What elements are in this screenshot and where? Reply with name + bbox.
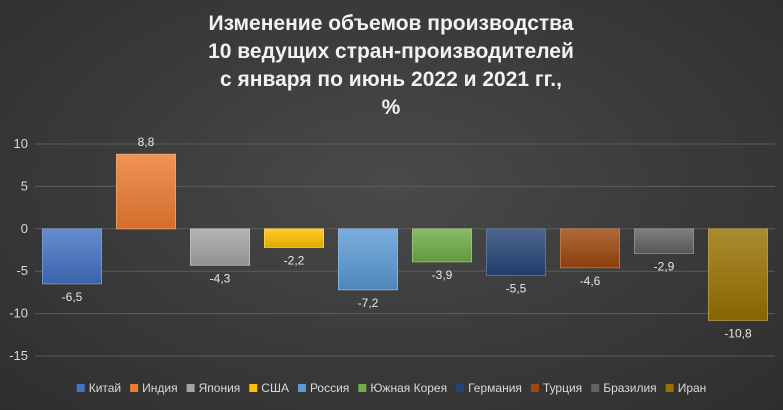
data-label-1: -6,5 bbox=[62, 290, 83, 304]
legend-label: Индия bbox=[142, 381, 177, 395]
y-tick-label: 5 bbox=[21, 178, 28, 193]
bars bbox=[42, 153, 769, 321]
data-label-6: -3,9 bbox=[432, 268, 453, 282]
data-label-5: -7,2 bbox=[358, 296, 379, 310]
bar-10 bbox=[708, 228, 769, 321]
legend-label: Бразилия bbox=[603, 381, 657, 395]
bar-3 bbox=[189, 228, 250, 266]
data-label-4: -2,2 bbox=[284, 253, 305, 267]
data-labels: -6,5 8,8 -4,3 -2,2 -7,2 -3,9 -5,5 -4,6 -2,9 -10,8 bbox=[62, 135, 752, 340]
legend-item-10: Иран bbox=[665, 381, 707, 395]
legend-swatch bbox=[358, 384, 367, 392]
y-axis: 10 5 0 -5 -10 -15 bbox=[9, 136, 28, 363]
legend-swatch bbox=[249, 384, 258, 392]
legend-label: Иран bbox=[678, 381, 707, 395]
legend-swatch bbox=[76, 384, 85, 392]
chart-title: Изменение объемов производства 10 ведущих… bbox=[208, 12, 574, 119]
legend-item-7: Германия bbox=[456, 381, 522, 395]
bar-9 bbox=[634, 228, 695, 254]
bar-2 bbox=[116, 153, 177, 230]
legend-swatch bbox=[456, 384, 465, 392]
legend-item-3: Япония bbox=[186, 381, 241, 395]
y-tick-label: 0 bbox=[21, 221, 28, 236]
legend-item-1: Китай bbox=[76, 381, 121, 395]
bar-7 bbox=[485, 228, 546, 276]
chart-title-line-3: с января по июнь 2022 и 2021 гг., bbox=[220, 68, 562, 91]
bar-6 bbox=[411, 228, 472, 263]
chart-title-line-1: Изменение объемов производства bbox=[209, 12, 574, 35]
y-tick-label: -5 bbox=[16, 263, 28, 278]
legend-label: США bbox=[261, 381, 289, 395]
bar-4 bbox=[263, 228, 324, 248]
chart-title-line-4: % bbox=[382, 96, 401, 119]
legend-item-4: США bbox=[249, 381, 289, 395]
y-tick-label: 10 bbox=[14, 136, 28, 151]
legend-swatch bbox=[297, 384, 306, 392]
bar-8 bbox=[560, 228, 621, 269]
y-tick-label: -10 bbox=[9, 306, 28, 321]
y-tick-label: -15 bbox=[9, 348, 28, 363]
legend-item-9: Бразилия bbox=[591, 381, 657, 395]
data-label-10: -10,8 bbox=[724, 326, 752, 340]
legend-label: Япония bbox=[199, 381, 241, 395]
legend-label: Южная Корея bbox=[370, 381, 447, 395]
legend-swatch bbox=[130, 384, 139, 392]
data-label-8: -4,6 bbox=[580, 274, 601, 288]
legend-label: Китай bbox=[89, 381, 121, 395]
legend-label: Россия bbox=[310, 381, 349, 395]
legend-item-2: Индия bbox=[130, 381, 178, 395]
legend-label: Турция bbox=[543, 381, 582, 395]
chart-title-line-2: 10 ведущих стран-производителей bbox=[208, 40, 574, 63]
legend: Китай Индия Япония США Россия Южная Корея Герм… bbox=[76, 381, 707, 395]
legend-swatch bbox=[665, 384, 674, 392]
data-label-3: -4,3 bbox=[210, 271, 231, 285]
legend-item-5: Россия bbox=[297, 381, 349, 395]
legend-swatch bbox=[186, 384, 195, 392]
legend-item-8: Турция bbox=[530, 381, 582, 395]
data-label-7: -5,5 bbox=[506, 281, 527, 295]
data-label-2: 8,8 bbox=[138, 135, 155, 149]
legend-swatch bbox=[591, 384, 600, 392]
legend-item-6: Южная Корея bbox=[358, 381, 447, 395]
data-label-9: -2,9 bbox=[654, 259, 675, 273]
legend-label: Германия bbox=[468, 381, 522, 395]
bar-5 bbox=[337, 228, 398, 291]
bar-1 bbox=[42, 228, 103, 285]
legend-swatch bbox=[530, 384, 539, 392]
